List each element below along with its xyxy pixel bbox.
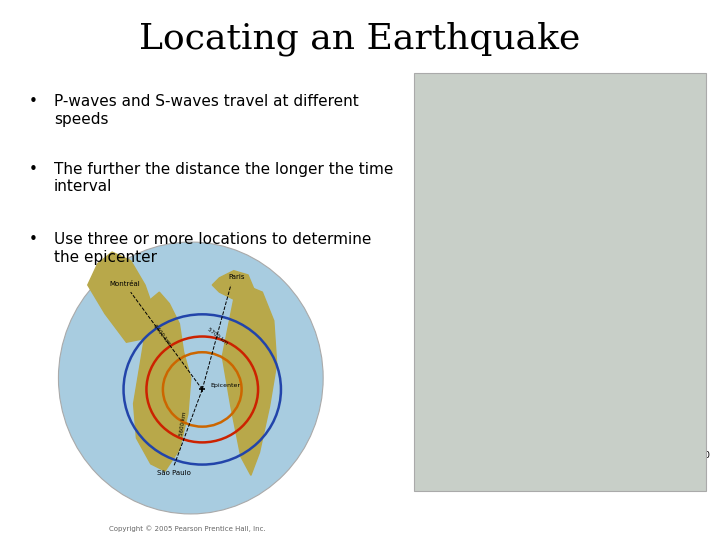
Y-axis label: *Time in minutes: *Time in minutes <box>423 239 433 317</box>
Text: 6400 km: 6400 km <box>153 323 171 346</box>
Text: Copyright © 2005 Pearson Prentice Hall, Inc.: Copyright © 2005 Pearson Prentice Hall, … <box>109 525 266 532</box>
Text: Paris: Paris <box>228 274 245 280</box>
Text: •: • <box>29 232 37 247</box>
Polygon shape <box>134 292 191 471</box>
Ellipse shape <box>58 242 323 514</box>
Text: Epicenter: Epicenter <box>211 382 240 388</box>
Polygon shape <box>88 252 155 342</box>
Text: São Paulo: São Paulo <box>157 470 191 476</box>
X-axis label: Distance in kilometers: Distance in kilometers <box>518 84 634 94</box>
Polygon shape <box>222 285 276 475</box>
Text: S-wave curve: S-wave curve <box>575 201 636 210</box>
Text: P-wave curve: P-wave curve <box>588 347 649 355</box>
Text: Locating an Earthquake: Locating an Earthquake <box>139 22 581 56</box>
Polygon shape <box>212 271 255 303</box>
Text: Montréal: Montréal <box>109 281 140 287</box>
Text: •: • <box>29 94 37 110</box>
Text: 5600 km: 5600 km <box>179 411 188 436</box>
X-axis label: Distance in miles: Distance in miles <box>531 464 621 474</box>
Text: •: • <box>29 162 37 177</box>
Text: Use three or more locations to determine
the epicenter: Use three or more locations to determine… <box>54 232 372 265</box>
Text: The further the distance the longer the time
interval: The further the distance the longer the … <box>54 162 393 194</box>
Text: 5700 km: 5700 km <box>207 327 229 346</box>
Text: P-waves and S-waves travel at different
speeds: P-waves and S-waves travel at different … <box>54 94 359 127</box>
